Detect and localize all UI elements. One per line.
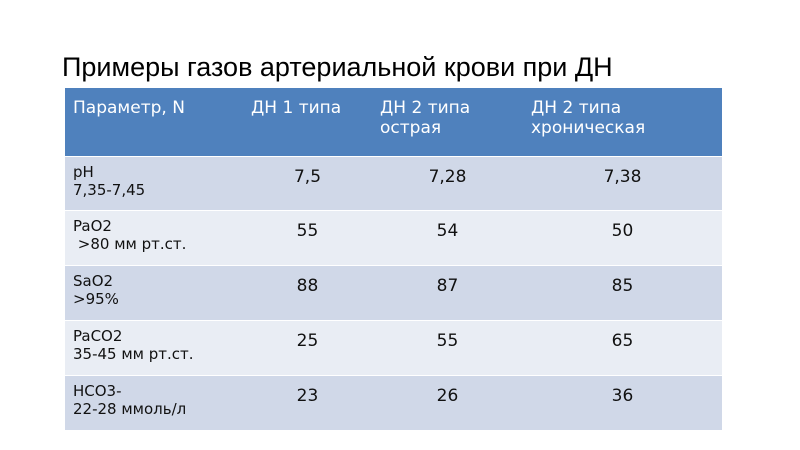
value-cell: 65 bbox=[611, 331, 634, 351]
param-norm: >95% bbox=[73, 290, 119, 308]
value-cell: 55 bbox=[296, 221, 319, 241]
value-cell: 25 bbox=[296, 331, 319, 351]
param-name: HCO3- bbox=[73, 382, 122, 400]
table-row: pH 7,35-7,45 7,5 7,28 7,38 bbox=[65, 156, 722, 210]
param-name: PaCO2 bbox=[73, 327, 123, 345]
param-norm: 7,35-7,45 bbox=[73, 181, 146, 199]
param-cell: SaO2 >95% bbox=[65, 266, 243, 320]
value-cell: 54 bbox=[436, 221, 459, 241]
param-name: SaO2 bbox=[73, 272, 114, 290]
param-name: PaO2 bbox=[73, 217, 112, 235]
value-cell: 36 bbox=[611, 386, 634, 406]
value-cell: 26 bbox=[436, 386, 459, 406]
value-cell: 85 bbox=[611, 276, 634, 296]
value-cell: 7,5 bbox=[293, 167, 322, 187]
param-cell: PaO2 >80 мм рт.ст. bbox=[65, 211, 243, 265]
header-row: Параметр, N ДН 1 типа ДН 2 типа острая ДН 2… bbox=[65, 87, 722, 156]
header-cell: ДН 2 типа острая bbox=[380, 98, 471, 138]
slide-title: Примеры газов артериальной крови при ДН bbox=[62, 52, 613, 82]
table-row: PaO2 >80 мм рт.ст. 55 54 50 bbox=[65, 210, 722, 265]
param-norm: >80 мм рт.ст. bbox=[73, 235, 187, 253]
param-cell: PaCO2 35-45 мм рт.ст. bbox=[65, 321, 243, 375]
param-cell: pH 7,35-7,45 bbox=[65, 157, 243, 210]
header-cell: ДН 1 типа bbox=[251, 98, 342, 118]
value-cell: 88 bbox=[296, 276, 319, 296]
value-cell: 23 bbox=[296, 386, 319, 406]
value-cell: 7,28 bbox=[428, 167, 467, 187]
param-norm: 22-28 ммоль/л bbox=[73, 400, 187, 418]
header-cell: Параметр, N bbox=[73, 98, 185, 118]
table-row: HCO3- 22-28 ммоль/л 23 26 36 bbox=[65, 375, 722, 430]
value-cell: 50 bbox=[611, 221, 634, 241]
table: Параметр, N ДН 1 типа ДН 2 типа острая ДН 2… bbox=[65, 87, 722, 430]
value-cell: 55 bbox=[436, 331, 459, 351]
value-cell: 87 bbox=[436, 276, 459, 296]
param-name: pH bbox=[73, 163, 94, 181]
table-row: SaO2 >95% 88 87 85 bbox=[65, 265, 722, 320]
param-norm: 35-45 мм рт.ст. bbox=[73, 345, 194, 363]
table-row: PaCO2 35-45 мм рт.ст. 25 55 65 bbox=[65, 320, 722, 375]
header-cell: ДН 2 типа хроническая bbox=[531, 98, 646, 138]
param-cell: HCO3- 22-28 ммоль/л bbox=[65, 376, 243, 430]
value-cell: 7,38 bbox=[603, 167, 642, 187]
